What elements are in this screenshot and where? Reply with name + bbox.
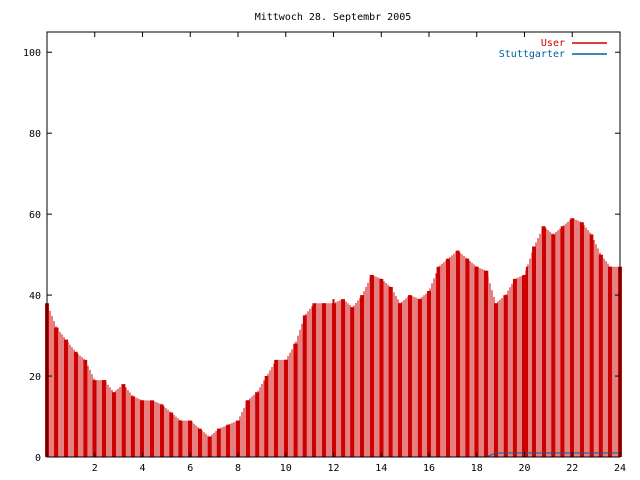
legend-label: User (541, 38, 565, 49)
legend-label: Stuttgarter (499, 49, 565, 60)
bars-group (45, 218, 622, 458)
x-tick-label: 22 (566, 463, 578, 474)
x-tick-label: 4 (139, 463, 145, 474)
x-tick-label: 10 (280, 463, 292, 474)
y-tick-label: 80 (29, 129, 41, 140)
y-tick-label: 100 (23, 48, 41, 59)
y-tick-label: 40 (29, 291, 41, 302)
x-tick-label: 12 (327, 463, 339, 474)
x-tick-label: 8 (235, 463, 241, 474)
y-tick-label: 20 (29, 372, 41, 383)
chart-title: Mittwoch 28. Septembr 2005 (255, 12, 412, 23)
x-tick-label: 14 (375, 463, 387, 474)
x-tick-label: 6 (187, 463, 193, 474)
x-tick-label: 2 (92, 463, 98, 474)
y-tick-label: 60 (29, 210, 41, 221)
y-tick-label: 0 (35, 453, 41, 464)
x-tick-label: 18 (471, 463, 483, 474)
x-tick-label: 16 (423, 463, 435, 474)
x-tick-label: 20 (518, 463, 530, 474)
x-tick-label: 24 (614, 463, 626, 474)
